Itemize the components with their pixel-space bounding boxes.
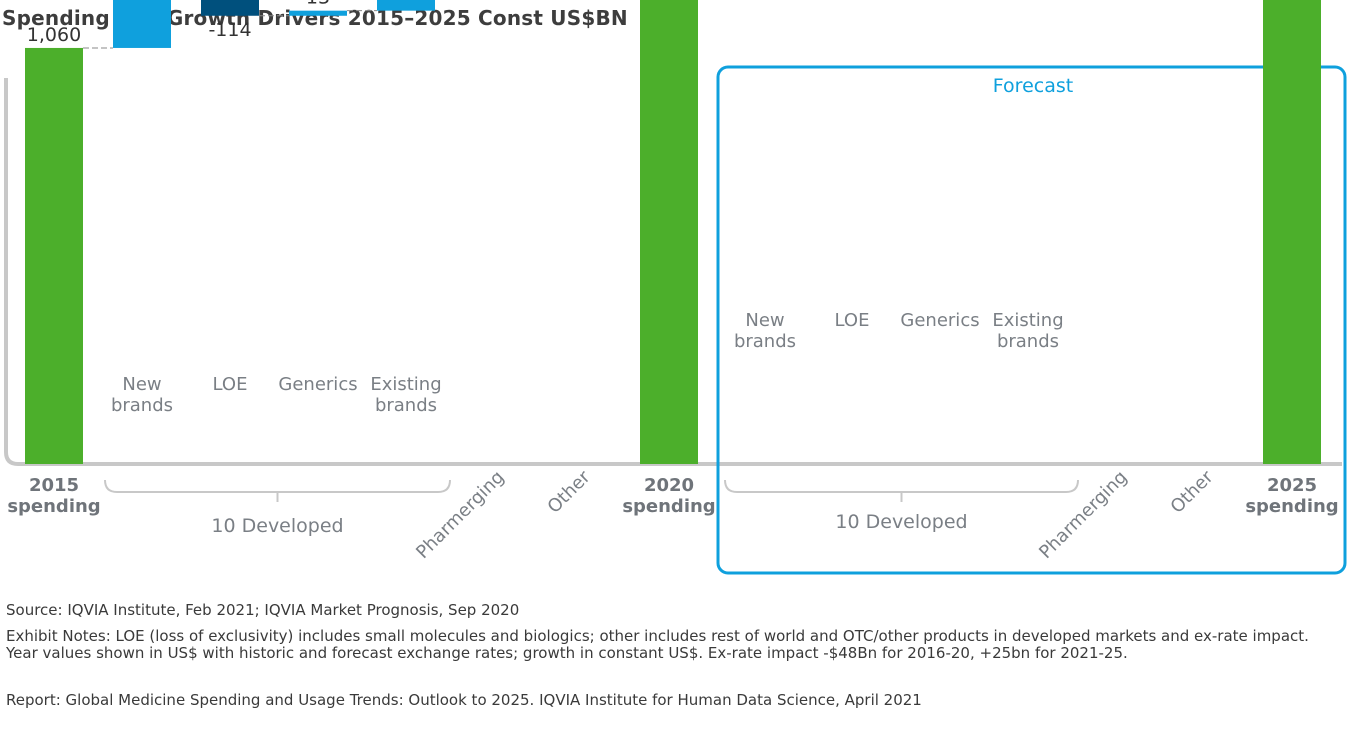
category-label-ph1: Pharmerging <box>412 467 508 563</box>
category-label-nb1: New <box>122 374 161 395</box>
category-label-eb2: Existing <box>992 310 1063 331</box>
exhibit-notes: Exhibit Notes: LOE (loss of exclusivity)… <box>6 627 1309 662</box>
category-label-loe1: LOE <box>213 374 248 395</box>
group-brace-2020-2025 <box>724 479 1079 493</box>
category-label-oth1: Other <box>544 466 595 517</box>
source-note: Source: IQVIA Institute, Feb 2021; IQVIA… <box>6 601 520 619</box>
category-label-eb1: brands <box>375 395 437 416</box>
category-label-t2020: 2020 <box>644 475 694 496</box>
group-brace-2015-2020-label: 10 Developed <box>211 515 343 537</box>
group-brace-2015-2020 <box>104 479 451 493</box>
category-label-gen1: Generics <box>278 374 357 395</box>
category-label-nb1: brands <box>111 395 173 416</box>
axis-line <box>4 78 1342 466</box>
chart-title: Spending and Growth Drivers 2015–2025 Co… <box>2 6 628 30</box>
category-label-t2015: 2015 <box>29 475 79 496</box>
category-label-eb1: Existing <box>370 374 441 395</box>
category-label-oth2: Other <box>1167 466 1218 517</box>
category-label-t2025: 2025 <box>1267 475 1317 496</box>
bar-loe1 <box>201 0 259 16</box>
category-label-eb2: brands <box>997 331 1059 352</box>
bar-t2020 <box>640 0 698 465</box>
forecast-label: Forecast <box>993 75 1073 97</box>
group-brace-2020-2025-label: 10 Developed <box>835 511 967 533</box>
category-label-t2025: spending <box>1245 496 1338 517</box>
category-label-nb2: brands <box>734 331 796 352</box>
report-note: Report: Global Medicine Spending and Usa… <box>6 691 922 709</box>
bar-eb1 <box>377 0 435 11</box>
category-label-nb2: New <box>745 310 784 331</box>
value-label-t2015: 1,060 <box>27 24 81 46</box>
category-label-gen2: Generics <box>900 310 979 331</box>
forecast-frame <box>716 65 1347 575</box>
bar-nb1 <box>113 0 171 48</box>
category-label-t2020: spending <box>622 496 715 517</box>
category-label-t2015: spending <box>7 496 100 517</box>
bar-t2025 <box>1263 0 1321 464</box>
bar-t2015 <box>25 47 83 464</box>
category-label-loe2: LOE <box>835 310 870 331</box>
value-label-loe1: -114 <box>208 19 251 41</box>
value-label-gen1: 13 <box>306 0 330 9</box>
waterfall-chart: Forecast 1,060196-114134886-251,265187-1… <box>4 0 1347 575</box>
category-label-ph2: Pharmerging <box>1035 467 1131 563</box>
bar-gen1 <box>289 10 347 16</box>
